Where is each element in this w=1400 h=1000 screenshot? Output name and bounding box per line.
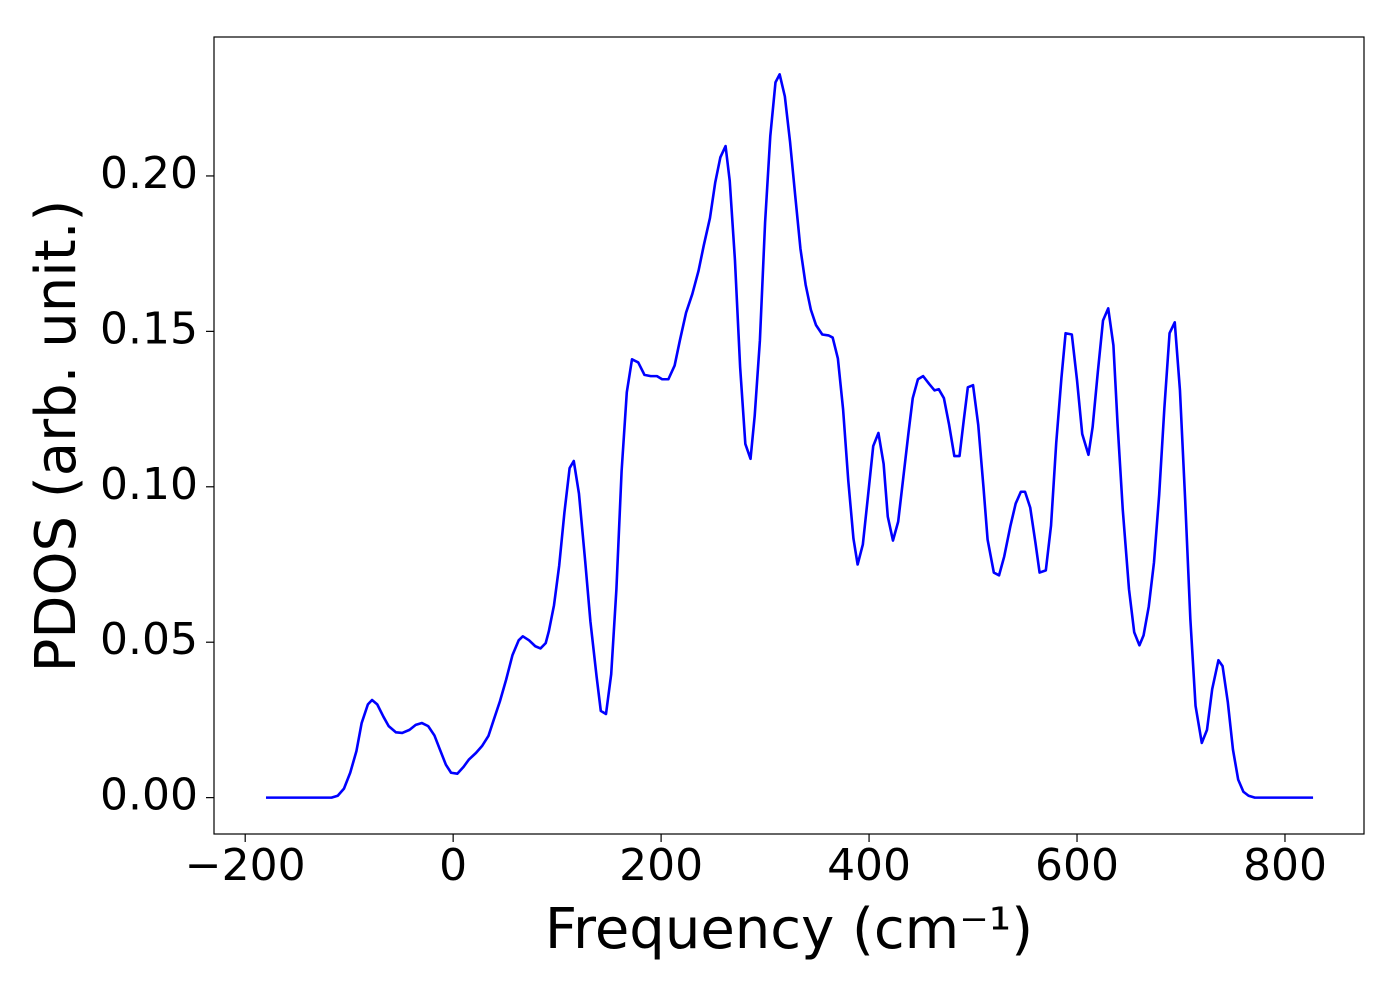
x-axis-label: Frequency (cm⁻¹) — [545, 897, 1033, 962]
y-tick-label: 0.15 — [100, 303, 198, 354]
y-tick-label: 0.20 — [100, 148, 198, 199]
x-tick-label: 600 — [1035, 840, 1119, 891]
y-tick-label: 0.05 — [100, 614, 198, 665]
y-tick-label: 0.10 — [100, 459, 198, 510]
plot-frame — [213, 36, 1365, 835]
x-tick-label: 800 — [1243, 840, 1327, 891]
x-tick-label: 200 — [619, 840, 703, 891]
x-tick-label: 400 — [827, 840, 911, 891]
x-tick-label: 0 — [439, 840, 467, 891]
line-series — [265, 73, 1314, 799]
y-tick-label: 0.00 — [100, 770, 198, 821]
y-axis-label: PDOS (arb. unit.) — [24, 200, 89, 673]
x-tick-label: −200 — [185, 840, 306, 891]
